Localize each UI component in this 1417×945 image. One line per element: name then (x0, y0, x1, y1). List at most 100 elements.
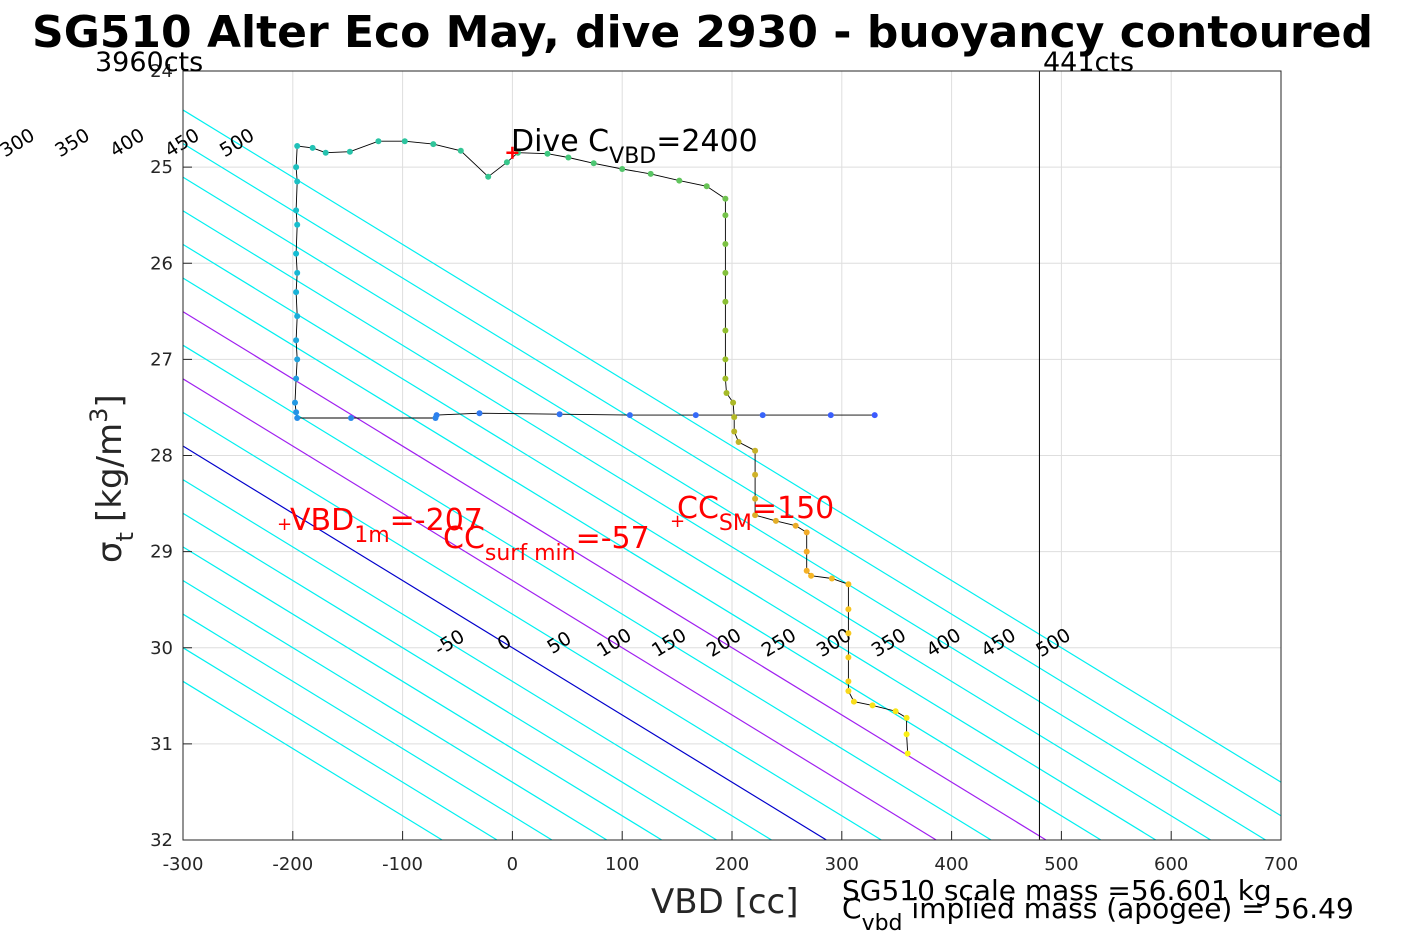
profile-point (722, 269, 729, 276)
profile-point (294, 356, 301, 363)
contour-line (183, 176, 1266, 840)
profile-point (293, 409, 300, 416)
svg-text:CCsurf min=-57: CCsurf min=-57 (443, 521, 650, 566)
profile-point (544, 150, 551, 157)
profile-point (792, 522, 799, 529)
svg-text:VBD1m=-207: VBD1m=-207 (290, 503, 483, 548)
profile-point (626, 412, 633, 419)
buoyancy-contours (183, 109, 1281, 840)
dive-c-vbd-pre: Dive C (511, 124, 609, 159)
profile-point (722, 327, 729, 334)
profile-point (845, 581, 852, 588)
profile-point (430, 141, 437, 148)
profile-point (752, 512, 759, 519)
profile-point (723, 390, 730, 396)
implied-mass-sub: vbd (862, 911, 903, 936)
profile-point (619, 166, 626, 172)
profile-point (503, 159, 510, 166)
profile-point (692, 412, 699, 419)
profile-point (565, 154, 572, 161)
cc-surf-min-sub: surf min (485, 541, 576, 566)
profile-point (293, 337, 300, 344)
contour-label: 350 (51, 124, 93, 162)
x-axis-label: VBD [cc] (651, 882, 799, 922)
y-tick-label: 29 (150, 542, 173, 563)
y-label-main: σ (90, 541, 130, 563)
profile-point (752, 447, 759, 454)
contour-line (183, 445, 827, 840)
x-tick-label: 500 (1044, 854, 1078, 875)
contour-line (183, 478, 772, 840)
profile-point (703, 183, 710, 190)
contour-line (183, 378, 937, 840)
profile-point (401, 138, 408, 145)
profile-point (485, 173, 492, 180)
contour-line (183, 109, 1281, 783)
svg-text:+: + (277, 514, 292, 535)
cc-sm-pre: CC (677, 491, 719, 526)
y-tick-label: 32 (150, 830, 173, 851)
cc-surf-min-annotation: CCsurf min=-57 + (443, 511, 685, 566)
svg-text:σt[kg/m3]: σt [kg/m3] (85, 394, 139, 563)
x-tick-label: 400 (934, 854, 968, 875)
profile-point (457, 147, 464, 154)
vbd-1m-post: =-207 (390, 503, 483, 538)
cc-sm-annotation: CCSM=150 (677, 491, 834, 536)
profile-point (294, 221, 301, 228)
x-tick-label: 0 (507, 854, 518, 875)
profile-point (722, 356, 729, 363)
profile-point (722, 195, 729, 202)
profile-point (730, 399, 737, 406)
profile-point (752, 471, 759, 478)
profile-point (294, 269, 301, 276)
profile-point (735, 439, 742, 445)
profile-point (294, 313, 301, 320)
implied-mass-post: implied mass (apogee) = 56.49 (903, 892, 1354, 925)
counts-left-label: 3960cts (95, 47, 203, 78)
contour-line (183, 680, 443, 840)
x-tick-label: 300 (825, 854, 859, 875)
vbd-1m-sub: 1m (354, 523, 389, 548)
contour-line (183, 344, 992, 840)
contour-line (183, 310, 1047, 840)
y-tick-label: 30 (150, 638, 173, 659)
contour-line (183, 647, 498, 840)
profile-point (722, 375, 729, 382)
contour-line (183, 277, 1102, 840)
profile-point (845, 606, 852, 613)
vbd-1m-annotation: + VBD1m=-207 (277, 503, 483, 548)
profile-point (731, 414, 738, 421)
y-tick-label: 25 (150, 157, 173, 178)
profile-point (476, 410, 483, 417)
profile-point (293, 164, 300, 171)
profile-point (722, 298, 729, 305)
profile-point (759, 412, 766, 419)
profile-point (772, 517, 779, 524)
contour-line (183, 411, 882, 840)
counts-right-label: 441cts (1043, 47, 1134, 78)
profile-point (903, 731, 910, 738)
x-tick-label: 100 (605, 854, 639, 875)
x-tick-label: 700 (1264, 854, 1298, 875)
contour-line (183, 579, 608, 840)
contour-line (183, 546, 663, 840)
scale-mass-label: SG510 scale mass =56.601 kg (842, 874, 1272, 907)
y-tick-label: 27 (150, 349, 173, 370)
y-tick-label: 26 (150, 253, 173, 274)
profile-point (375, 138, 382, 145)
cc-surf-min-post: =-57 (576, 521, 650, 556)
implied-mass-pre: C (842, 892, 862, 925)
profile-point (348, 415, 354, 421)
y-tick-label: 31 (150, 734, 173, 755)
vbd-1m-pre: VBD (290, 503, 354, 538)
profile-point (293, 207, 300, 214)
x-tick-label: 600 (1154, 854, 1188, 875)
x-tick-label: -300 (163, 854, 204, 875)
x-tick-label: -200 (272, 854, 313, 875)
y-tick-label: 28 (150, 446, 173, 467)
chart-title: SG510 Alter Eco May, dive 2930 - buoyanc… (32, 7, 1373, 58)
profile-point (432, 415, 439, 421)
y-label-unit: [kg/m (90, 423, 130, 522)
cc-sm-sub: SM (719, 511, 752, 536)
x-tick-label: -100 (382, 854, 423, 875)
